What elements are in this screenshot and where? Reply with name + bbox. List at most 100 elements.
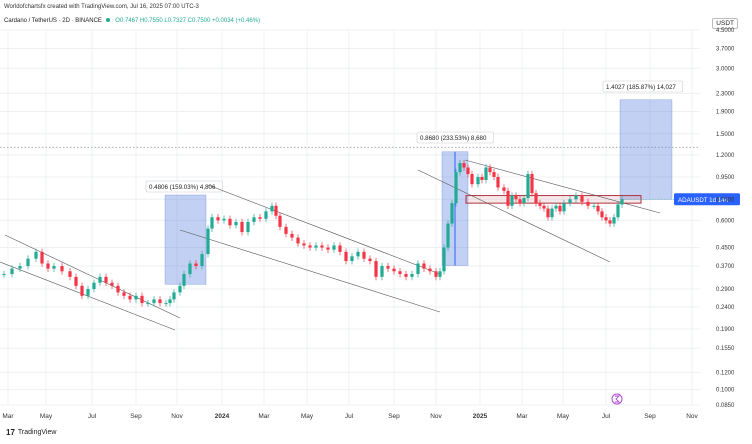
candle-body	[554, 205, 558, 209]
resistance-zone	[465, 195, 642, 204]
y-tick-label: 0.1900	[716, 327, 735, 333]
candle-body	[222, 218, 226, 221]
candle-body	[206, 228, 210, 255]
tradingview-footer[interactable]: 17 TradingView	[6, 428, 56, 437]
x-tick-label: Mar	[2, 413, 14, 420]
candle-body	[234, 221, 238, 226]
x-tick-label: 2025	[473, 413, 488, 420]
currency-label[interactable]: USDT	[712, 18, 738, 29]
x-tick-label: May	[40, 413, 53, 420]
candle-body	[194, 263, 198, 267]
candle-body	[530, 174, 534, 194]
candle-body	[2, 274, 6, 276]
measurement-label-box	[602, 80, 683, 93]
candle-body	[522, 198, 526, 204]
candle-body	[542, 205, 546, 209]
candle-body	[68, 271, 72, 277]
candle-body	[52, 266, 56, 269]
candle-body	[110, 282, 114, 286]
candle-body	[308, 245, 312, 248]
candle-body	[80, 285, 84, 296]
candle-body	[278, 215, 282, 227]
candle-body	[332, 245, 336, 250]
symbol-name[interactable]: Cardano / TetherUS · 2D · BINANCE	[4, 18, 102, 24]
candle-body	[326, 247, 330, 250]
y-tick-label: 0.3700	[716, 264, 735, 270]
candle-body	[178, 285, 182, 293]
x-tick-label: Sep	[388, 413, 400, 420]
candle-body	[458, 163, 462, 173]
candle-body	[428, 268, 432, 272]
candle-body	[344, 251, 348, 262]
y-tick-label: 0.4500	[716, 246, 735, 252]
x-tick-label: May	[557, 413, 570, 420]
candle-body	[200, 254, 204, 267]
candle-body	[302, 243, 306, 246]
measurement-label-box	[416, 131, 494, 144]
candle-body	[496, 176, 500, 188]
candle-body	[18, 266, 22, 269]
candle-body	[526, 174, 530, 199]
candle-body	[592, 205, 596, 207]
candle-body	[416, 263, 420, 275]
event-marker-glyph	[615, 395, 621, 403]
candle-body	[172, 292, 176, 300]
tradingview-logo-icon: 17	[6, 428, 15, 437]
y-tick-label: 3.7000	[716, 46, 735, 52]
ohlc-values: O0.7467 H0.7550 L0.7327 C0.7500 +0.0034 …	[115, 18, 261, 24]
candle-body	[350, 256, 354, 262]
candle-body	[386, 266, 390, 269]
candle-body	[480, 176, 484, 180]
candle-body	[398, 271, 402, 275]
candle-body	[550, 208, 554, 218]
candle-body	[98, 276, 102, 283]
measurement-label: 1.4027 (185.87%) 14,027	[606, 84, 676, 91]
x-tick-label: Jul	[88, 413, 97, 420]
candle-body	[228, 218, 232, 226]
trendline	[0, 261, 176, 331]
candle-body	[164, 303, 168, 305]
candle-body	[258, 217, 262, 219]
measurement-box	[619, 99, 673, 200]
candle-body	[506, 190, 510, 206]
y-tick-label: 0.7500	[716, 197, 735, 203]
candle-body	[580, 195, 584, 202]
y-tick-label: 3.0000	[716, 66, 735, 72]
candle-body	[616, 204, 620, 218]
candle-body	[446, 223, 450, 248]
candle-body	[476, 176, 480, 185]
measurement-box	[164, 194, 207, 285]
y-tick-label: 0.9500	[716, 175, 735, 181]
candle-body	[210, 217, 214, 229]
candle-body	[26, 258, 30, 267]
measurement-label: 0.8680 (233.53%) 8,680	[420, 135, 487, 142]
candle-body	[338, 245, 342, 252]
x-tick-label: Sep	[130, 413, 142, 420]
candle-body	[392, 268, 396, 272]
candle-body	[488, 167, 492, 173]
x-tick-label: 2024	[215, 413, 230, 420]
x-tick-label: Nov	[171, 413, 183, 420]
candle-body	[290, 233, 294, 238]
y-tick-label: 4.5000	[716, 28, 735, 34]
attribution-text: Worldofchartsfx created with TradingView…	[4, 4, 199, 10]
current-price-text: ADAUSDT 1d 14h	[678, 197, 729, 204]
candle-body	[380, 266, 384, 277]
candle-body	[600, 211, 604, 218]
candle-body	[574, 195, 578, 200]
candle-body	[558, 205, 562, 212]
x-tick-label: Jul	[345, 413, 354, 420]
candle-body	[404, 274, 408, 277]
candle-body	[116, 285, 120, 293]
x-tick-label: Mar	[516, 413, 528, 420]
candle-body	[270, 205, 274, 212]
candle-body	[140, 295, 144, 304]
market-status-dot	[105, 18, 110, 22]
event-marker-icon	[611, 393, 623, 405]
candle-body	[462, 163, 466, 168]
candle-body	[492, 172, 496, 177]
candle-body	[450, 203, 454, 224]
x-tick-label: May	[301, 413, 314, 420]
candle-body	[46, 263, 50, 269]
